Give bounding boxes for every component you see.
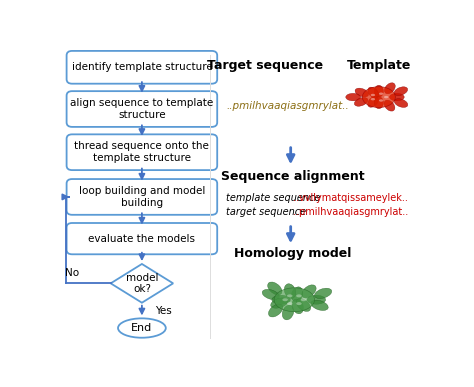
Text: Template: Template <box>346 59 411 72</box>
Text: Yes: Yes <box>155 306 172 316</box>
Ellipse shape <box>371 94 375 96</box>
Ellipse shape <box>262 289 280 300</box>
Ellipse shape <box>368 87 379 98</box>
Ellipse shape <box>272 295 290 304</box>
Ellipse shape <box>292 299 303 314</box>
Ellipse shape <box>307 295 326 304</box>
Ellipse shape <box>118 319 166 338</box>
Ellipse shape <box>362 87 395 108</box>
Ellipse shape <box>271 298 288 308</box>
Ellipse shape <box>384 96 388 98</box>
Text: ..pmilhvaaqiasgmrylat..: ..pmilhvaaqiasgmrylat.. <box>227 101 349 111</box>
Text: Homology model: Homology model <box>234 247 351 260</box>
Text: ..vvllymatqissameylek..: ..vvllymatqissameylek.. <box>292 194 407 204</box>
Text: thread sequence onto the
template structure: thread sequence onto the template struct… <box>74 141 210 163</box>
Ellipse shape <box>368 96 378 107</box>
Text: loop building and model
building: loop building and model building <box>79 186 205 208</box>
Text: No: No <box>65 268 80 278</box>
Ellipse shape <box>394 87 408 96</box>
Ellipse shape <box>268 282 282 295</box>
Ellipse shape <box>302 285 316 298</box>
Text: identify template structure: identify template structure <box>72 62 212 72</box>
Ellipse shape <box>390 93 404 101</box>
Ellipse shape <box>371 98 375 100</box>
Ellipse shape <box>292 287 303 301</box>
Text: align sequence to template
structure: align sequence to template structure <box>70 98 213 120</box>
Ellipse shape <box>394 99 408 108</box>
Text: evaluate the models: evaluate the models <box>89 234 195 244</box>
Ellipse shape <box>301 298 306 301</box>
Ellipse shape <box>311 300 328 310</box>
FancyBboxPatch shape <box>66 223 217 254</box>
Text: model
ok?: model ok? <box>126 272 158 294</box>
Ellipse shape <box>315 288 332 298</box>
Ellipse shape <box>374 85 383 97</box>
FancyBboxPatch shape <box>66 51 217 84</box>
Ellipse shape <box>287 295 292 297</box>
Ellipse shape <box>374 97 383 109</box>
Ellipse shape <box>274 288 315 312</box>
Ellipse shape <box>284 284 296 298</box>
Ellipse shape <box>355 88 369 97</box>
Ellipse shape <box>296 302 301 305</box>
FancyBboxPatch shape <box>66 91 217 127</box>
Ellipse shape <box>384 83 395 94</box>
Ellipse shape <box>346 93 361 101</box>
FancyBboxPatch shape <box>66 179 217 215</box>
Ellipse shape <box>379 92 383 95</box>
Polygon shape <box>110 264 173 303</box>
Ellipse shape <box>384 100 395 111</box>
Text: End: End <box>131 323 153 333</box>
Ellipse shape <box>283 298 288 301</box>
FancyBboxPatch shape <box>66 134 217 170</box>
Text: Target sequence: Target sequence <box>207 59 323 72</box>
Ellipse shape <box>287 302 292 305</box>
Ellipse shape <box>296 295 301 297</box>
Text: template sequence: template sequence <box>227 194 321 204</box>
Ellipse shape <box>296 298 310 312</box>
Ellipse shape <box>268 304 283 317</box>
Ellipse shape <box>282 305 294 320</box>
Ellipse shape <box>355 98 368 106</box>
Text: target sequence: target sequence <box>227 207 307 217</box>
Ellipse shape <box>379 99 383 102</box>
Text: ..pmilhvaaqiasgmrylat..: ..pmilhvaaqiasgmrylat.. <box>292 207 408 217</box>
Text: Sequence alignment: Sequence alignment <box>221 170 365 183</box>
